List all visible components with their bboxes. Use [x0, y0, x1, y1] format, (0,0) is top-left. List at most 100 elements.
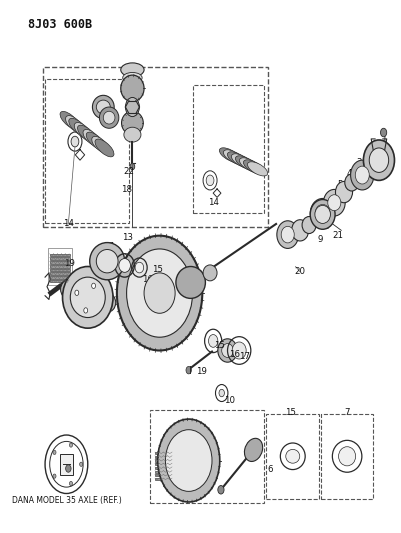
Ellipse shape [218, 339, 237, 362]
Text: 19: 19 [64, 260, 75, 268]
Ellipse shape [83, 130, 100, 146]
Bar [155, 467, 174, 469]
Ellipse shape [227, 152, 248, 166]
Ellipse shape [86, 132, 105, 150]
Ellipse shape [95, 139, 114, 157]
Ellipse shape [144, 273, 175, 313]
Circle shape [381, 128, 387, 137]
Ellipse shape [121, 75, 144, 102]
Circle shape [130, 164, 135, 169]
Circle shape [69, 443, 73, 447]
Ellipse shape [247, 162, 268, 176]
Ellipse shape [328, 195, 341, 211]
Bar [60, 454, 73, 475]
Ellipse shape [338, 447, 356, 466]
Text: 22: 22 [124, 167, 135, 176]
Bar [155, 459, 174, 462]
Bar [48, 248, 72, 285]
Ellipse shape [310, 198, 335, 228]
Ellipse shape [219, 148, 240, 162]
Text: 12: 12 [71, 314, 82, 323]
Ellipse shape [96, 100, 110, 114]
Bar [50, 272, 70, 275]
Bar [155, 471, 174, 473]
Text: 3: 3 [357, 158, 362, 167]
Ellipse shape [363, 140, 395, 180]
Bar [45, 79, 129, 223]
Text: 19: 19 [196, 367, 207, 376]
Text: 14: 14 [63, 220, 74, 229]
Ellipse shape [369, 148, 389, 172]
Ellipse shape [222, 344, 233, 358]
Text: 8J03 600B: 8J03 600B [28, 18, 92, 31]
Bar [50, 269, 70, 271]
Ellipse shape [355, 166, 369, 184]
Ellipse shape [286, 449, 300, 463]
Ellipse shape [203, 265, 217, 281]
Ellipse shape [166, 430, 212, 491]
Ellipse shape [74, 123, 91, 139]
Ellipse shape [235, 156, 256, 170]
Text: 21: 21 [333, 231, 344, 240]
Bar [155, 474, 174, 477]
Circle shape [53, 450, 56, 455]
Bar [155, 463, 174, 465]
Bar [321, 414, 373, 499]
Circle shape [80, 462, 83, 466]
Ellipse shape [243, 160, 264, 174]
Ellipse shape [158, 419, 220, 502]
Text: 9: 9 [317, 236, 323, 245]
Text: 6: 6 [267, 465, 273, 474]
Ellipse shape [117, 236, 202, 351]
Ellipse shape [310, 199, 335, 229]
Text: 15: 15 [152, 265, 163, 273]
Bar [192, 85, 264, 213]
Bar [155, 456, 174, 458]
Ellipse shape [336, 181, 352, 203]
Ellipse shape [123, 72, 142, 83]
Bar [50, 261, 70, 264]
Bar [150, 410, 264, 503]
Text: 13: 13 [122, 233, 133, 242]
Text: 2: 2 [370, 145, 375, 154]
Ellipse shape [92, 136, 108, 152]
Circle shape [53, 474, 56, 478]
Bar [50, 265, 70, 268]
Circle shape [84, 308, 88, 313]
Text: 17: 17 [103, 242, 114, 251]
Ellipse shape [60, 111, 79, 129]
Ellipse shape [277, 221, 299, 248]
Circle shape [71, 136, 79, 147]
Bar [155, 478, 174, 480]
Text: 10: 10 [224, 396, 235, 405]
Ellipse shape [324, 189, 345, 216]
Ellipse shape [232, 342, 246, 359]
Ellipse shape [119, 259, 130, 272]
Ellipse shape [315, 205, 330, 223]
Text: 15: 15 [286, 408, 296, 417]
Ellipse shape [245, 438, 263, 462]
Ellipse shape [99, 293, 116, 312]
Text: 15: 15 [214, 341, 225, 350]
Circle shape [69, 481, 73, 486]
Text: 17: 17 [239, 352, 250, 361]
Ellipse shape [122, 111, 143, 135]
Text: 7: 7 [344, 408, 350, 417]
Ellipse shape [90, 243, 125, 280]
Ellipse shape [70, 277, 105, 318]
Circle shape [206, 175, 214, 185]
Ellipse shape [69, 118, 88, 136]
Text: 4: 4 [346, 169, 352, 178]
Circle shape [66, 465, 71, 472]
Text: 18: 18 [121, 185, 132, 194]
Circle shape [126, 98, 140, 117]
Circle shape [218, 486, 224, 494]
Ellipse shape [127, 249, 192, 337]
Text: 20: 20 [295, 268, 306, 276]
Ellipse shape [231, 154, 252, 168]
Bar [50, 254, 70, 256]
Circle shape [186, 367, 191, 374]
Circle shape [209, 335, 218, 348]
Bar [266, 414, 319, 499]
Ellipse shape [96, 249, 118, 273]
